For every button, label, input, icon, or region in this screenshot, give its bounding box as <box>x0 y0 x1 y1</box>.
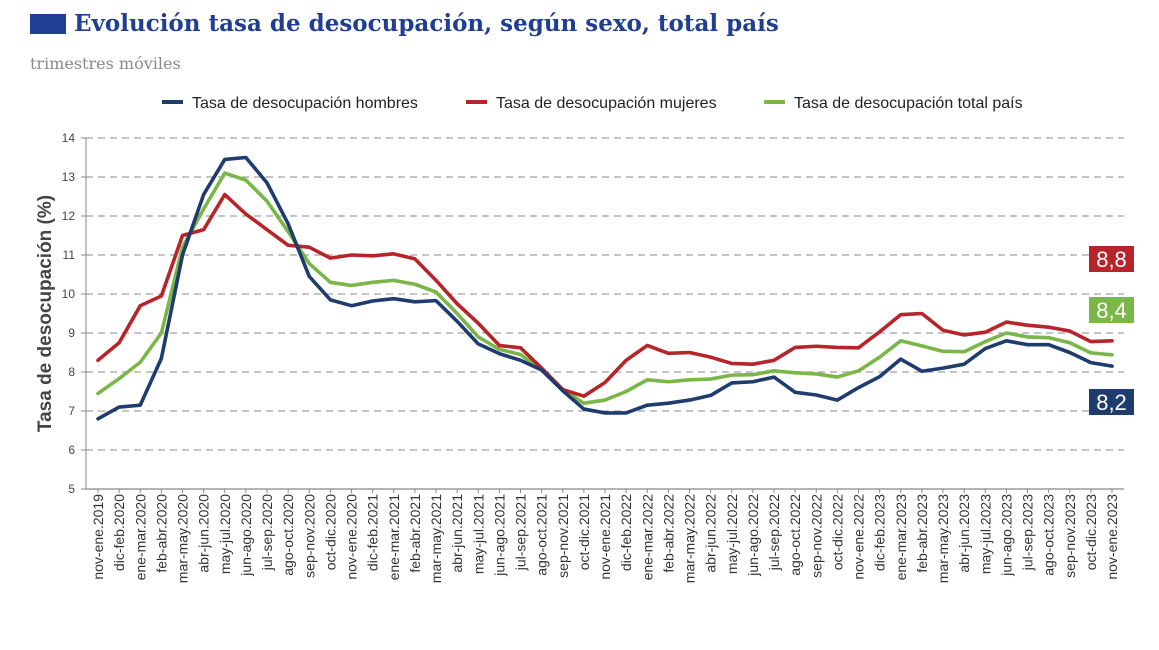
x-tick-label: abr-jun.2020 <box>196 494 212 573</box>
x-tick-label: dic-feb.2023 <box>872 494 888 571</box>
y-axis-title: Tasa de desocupación (%) <box>35 195 56 432</box>
y-tick-label: 7 <box>68 404 75 418</box>
x-tick-label: nov-ene.2022 <box>851 494 867 580</box>
x-tick-labels: nov-ene.2019 dic-feb.2020 ene-mar.2020 feb-… <box>90 494 1120 583</box>
y-tick-labels: 5 6 7 8 9 10 11 12 13 14 <box>62 131 76 496</box>
x-tick-label: may-jul.2022 <box>724 494 740 574</box>
x-tick-label: ago-oct.2020 <box>280 494 296 576</box>
x-tick-label: feb-abr.2023 <box>914 494 930 573</box>
x-tick-label: abr-jun.2022 <box>703 494 719 573</box>
y-tick-label: 6 <box>68 443 75 457</box>
end-label-2: 8,4 <box>1089 297 1134 323</box>
title-block: Evolución tasa de desocupación, según se… <box>30 10 779 37</box>
x-tick-label: ene-mar.2023 <box>893 494 909 581</box>
x-tick-label: oct-dic.2020 <box>322 494 338 570</box>
legend-item-0: Tasa de desocupación hombres <box>162 95 418 112</box>
end-label-text: 8,8 <box>1096 247 1127 272</box>
title-marker <box>30 13 66 34</box>
x-tick-label: nov-ene.2023 <box>1104 494 1120 580</box>
x-tick-label: jun-ago.2023 <box>998 494 1014 577</box>
y-tick-label: 9 <box>68 326 75 340</box>
end-label-box <box>1089 246 1134 272</box>
y-tick-label: 8 <box>68 365 75 379</box>
end-label-text: 8,2 <box>1096 390 1127 415</box>
y-tick-label: 5 <box>68 482 75 496</box>
x-tick-label: feb-abr.2021 <box>407 494 423 573</box>
x-tick-label: nov-ene.2019 <box>90 494 106 580</box>
x-tick-label: dic-feb.2022 <box>618 494 634 571</box>
y-tick-label: 14 <box>62 131 76 145</box>
x-tick-label: nov-ene.2020 <box>344 494 360 580</box>
gridlines <box>86 137 1124 451</box>
x-tick-label: mar-may.2020 <box>175 494 191 583</box>
x-tick-label: nov-ene.2021 <box>597 494 613 580</box>
x-tick-label: ago-oct.2021 <box>534 494 550 576</box>
x-tick-label: jul-sep.2023 <box>1020 494 1036 571</box>
y-tick-label: 13 <box>62 170 76 184</box>
x-tick-label: abr-jun.2021 <box>449 494 465 573</box>
y-tick-label: 12 <box>62 209 76 223</box>
end-label-box <box>1089 297 1134 323</box>
end-label-1: 8,8 <box>1089 246 1134 272</box>
legend-label: Tasa de desocupación total país <box>794 95 1023 112</box>
x-tick-label: ago-oct.2022 <box>787 494 803 576</box>
y-tick-label: 11 <box>63 248 76 262</box>
x-tick-label: abr-jun.2023 <box>956 494 972 573</box>
series-lines <box>96 155 1114 421</box>
series-line-2 <box>96 171 1114 405</box>
x-tick-label: jul-sep.2020 <box>259 494 275 571</box>
x-tick-label: oct-dic.2022 <box>829 494 845 570</box>
y-tick-label: 10 <box>62 287 76 301</box>
end-value-labels: 8,2 8,8 8,4 <box>1089 246 1134 415</box>
end-label-text: 8,4 <box>1096 298 1127 323</box>
x-tick-label: sep-nov.2021 <box>555 494 571 578</box>
x-tick-label: dic-feb.2021 <box>365 494 381 571</box>
x-tick-label: feb-abr.2020 <box>153 494 169 573</box>
x-tick-label: feb-abr.2022 <box>660 494 676 573</box>
x-tick-label: mar-may.2021 <box>428 494 444 583</box>
legend: Tasa de desocupación hombres Tasa de deso… <box>162 95 1023 112</box>
x-tick-label: may-jul.2021 <box>470 494 486 574</box>
x-tick-label: may-jul.2023 <box>977 494 993 574</box>
legend-item-2: Tasa de desocupación total país <box>764 95 1023 112</box>
x-tick-label: oct-dic.2021 <box>576 494 592 570</box>
end-label-0: 8,2 <box>1089 389 1134 415</box>
series-line-0 <box>96 155 1114 421</box>
x-tick-label: jul-sep.2022 <box>766 494 782 571</box>
x-tick-label: sep-nov.2023 <box>1062 494 1078 578</box>
x-tick-label: ene-mar.2020 <box>132 494 148 581</box>
chart-subtitle: trimestres móviles <box>30 54 181 73</box>
x-tick-label: jun-ago.2020 <box>238 494 254 577</box>
x-tick-label: ago-oct.2023 <box>1041 494 1057 576</box>
series-line-1 <box>96 192 1114 398</box>
x-tick-label: dic-feb.2020 <box>111 494 127 571</box>
x-tick-label: sep-nov.2022 <box>808 494 824 578</box>
x-tick-label: sep-nov.2020 <box>301 494 317 578</box>
chart-title: Evolución tasa de desocupación, según se… <box>74 10 779 37</box>
x-tick-label: oct-dic.2023 <box>1083 494 1099 570</box>
x-tick-label: may-jul.2020 <box>217 494 233 574</box>
x-tick-label: mar-may.2023 <box>935 494 951 583</box>
legend-label: Tasa de desocupación mujeres <box>496 95 717 112</box>
legend-item-1: Tasa de desocupación mujeres <box>466 95 717 112</box>
x-tick-label: mar-may.2022 <box>682 494 698 583</box>
axes <box>81 137 1124 493</box>
x-tick-label: ene-mar.2022 <box>639 494 655 581</box>
end-label-box <box>1089 389 1134 415</box>
x-tick-label: ene-mar.2021 <box>386 494 402 581</box>
x-tick-label: jun-ago.2021 <box>491 494 507 577</box>
x-tick-label: jun-ago.2022 <box>745 494 761 577</box>
legend-label: Tasa de desocupación hombres <box>192 95 418 112</box>
x-tick-label: jul-sep.2021 <box>513 494 529 571</box>
